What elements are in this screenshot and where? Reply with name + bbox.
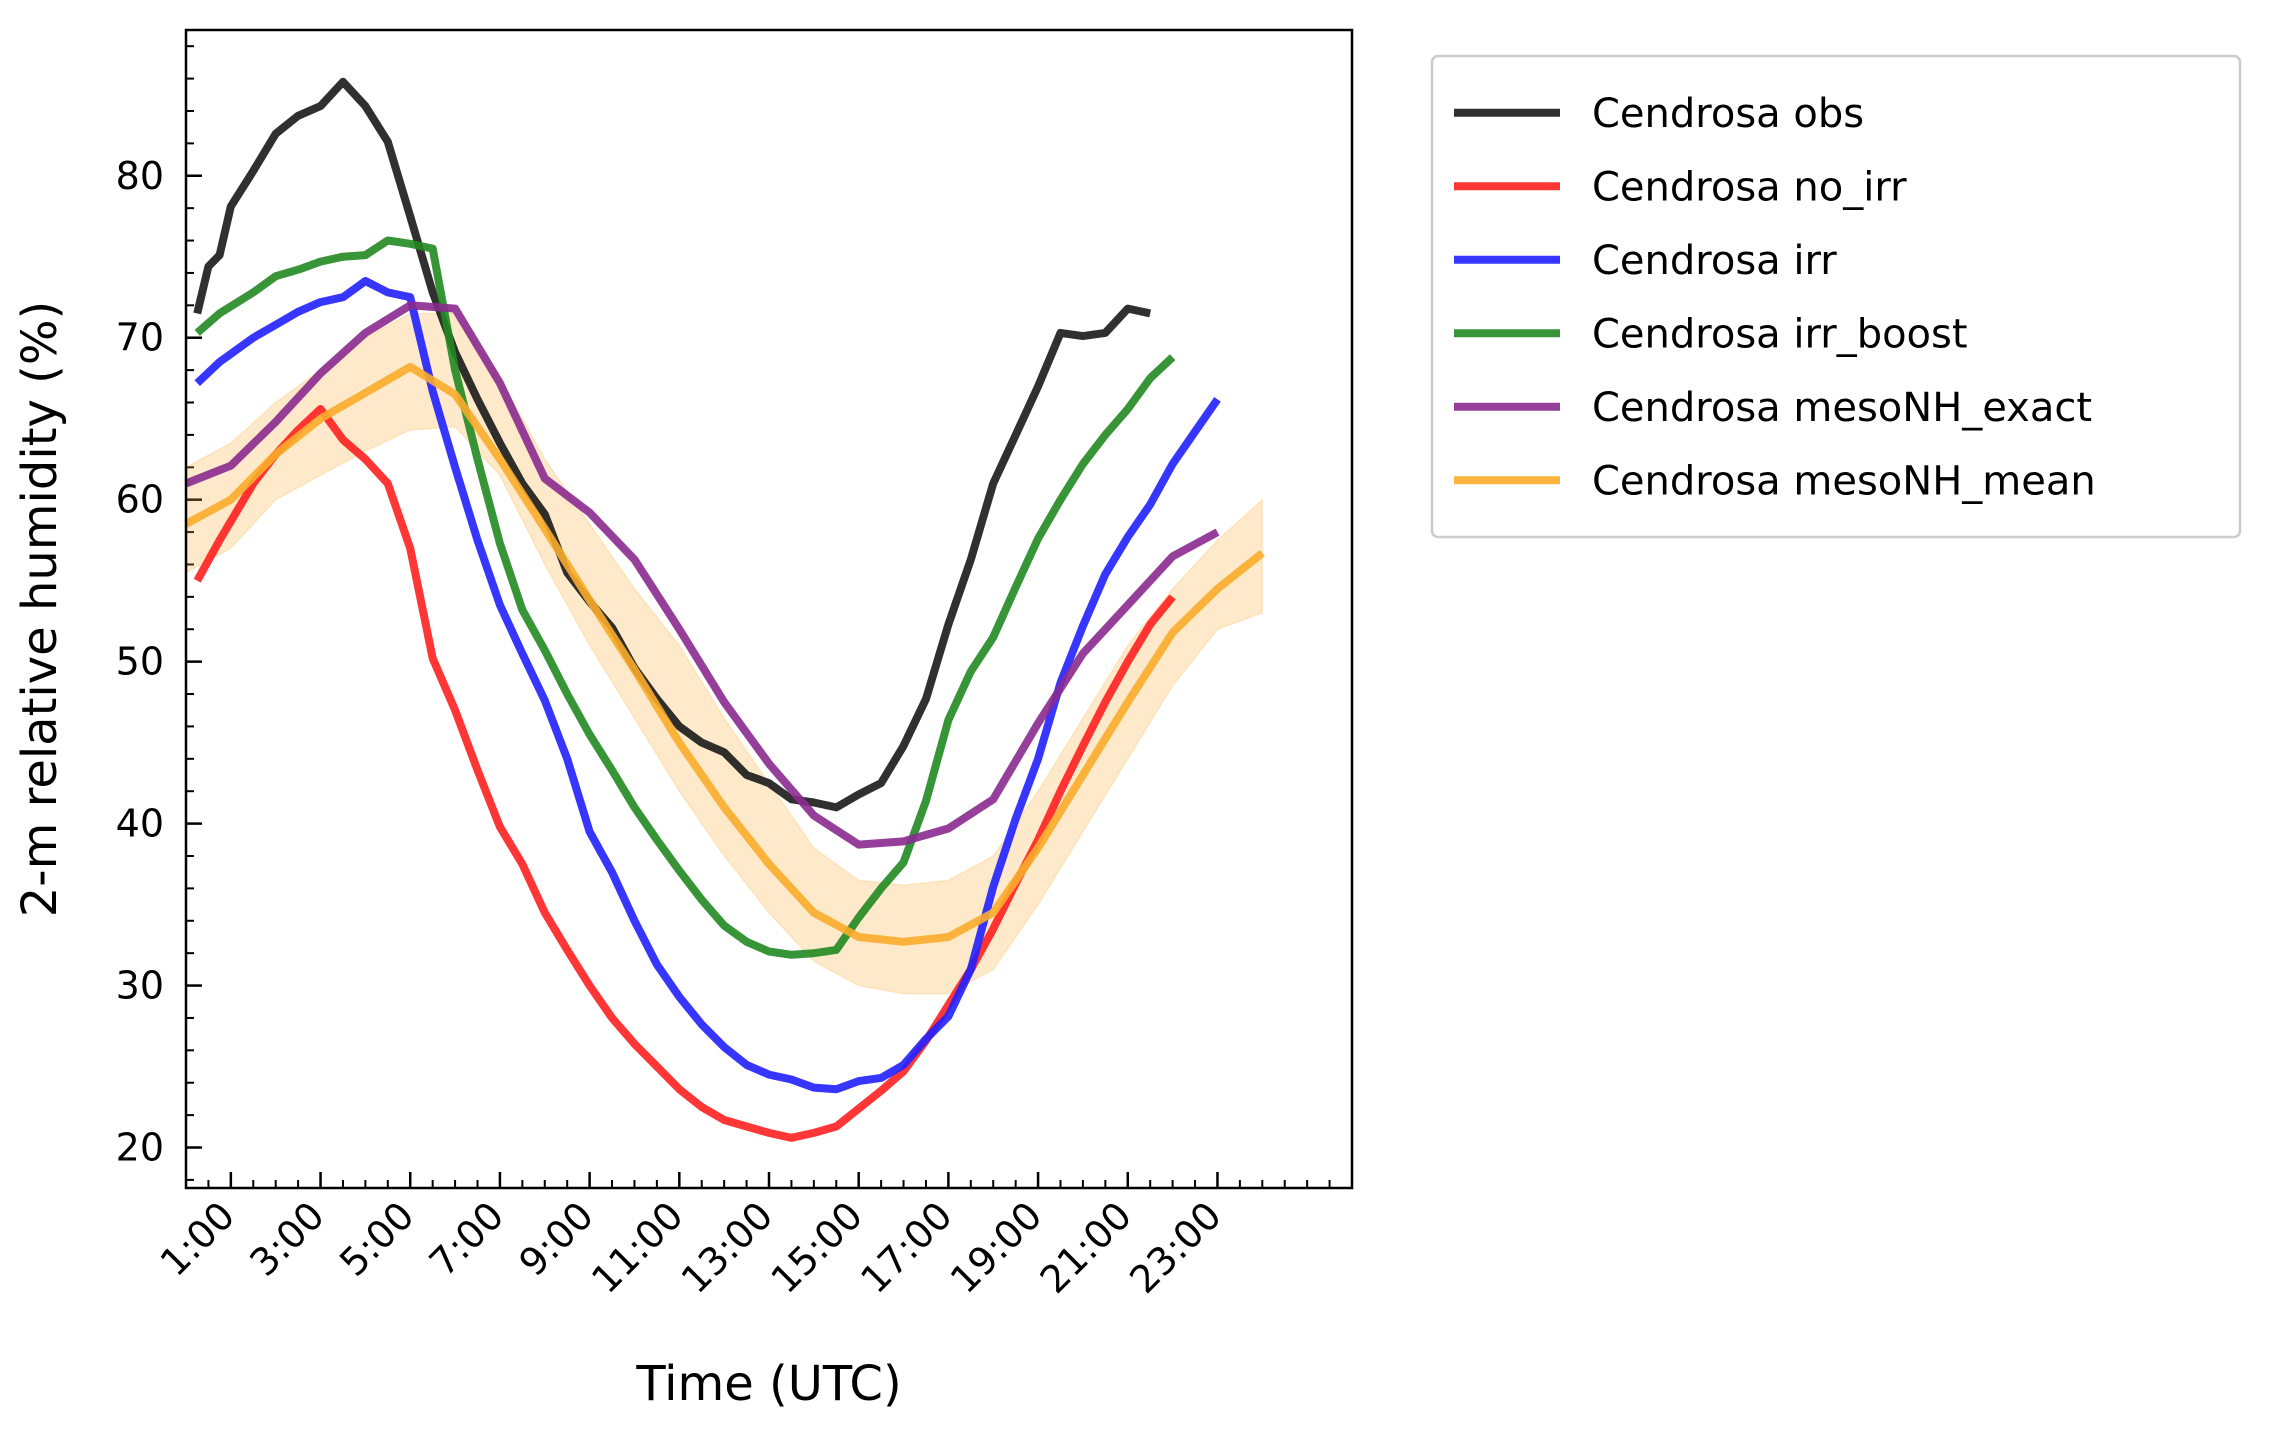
legend-label: Cendrosa mesoNH_mean: [1592, 458, 2096, 504]
x-axis-label: Time (UTC): [635, 1356, 901, 1412]
legend: Cendrosa obs Cendrosa no_irr Cendrosa irr C…: [1430, 54, 2242, 539]
x-tick-label: 5:00: [331, 1193, 422, 1284]
legend-label: Cendrosa irr: [1592, 238, 1837, 284]
x-tick-label: 13:00: [673, 1193, 782, 1302]
series-line-4: [194, 236, 1176, 959]
x-tick-label: 11:00: [583, 1193, 692, 1302]
series-lines: [184, 77, 1265, 1142]
legend-label: Cendrosa obs: [1592, 91, 1864, 137]
y-tick-label: 50: [116, 640, 164, 684]
x-tick-label: 23:00: [1121, 1193, 1230, 1302]
y-tick-label: 20: [116, 1126, 164, 1170]
series-line-3: [194, 277, 1221, 1094]
x-tick-label: 15:00: [763, 1193, 872, 1302]
y-tick-label: 40: [116, 802, 164, 846]
confidence-bands: [185, 312, 1264, 995]
legend-box: [1430, 54, 2242, 539]
x-tick-label: 17:00: [852, 1193, 961, 1302]
band-mesoNH-mean: [185, 312, 1264, 995]
series-line-6: [184, 362, 1265, 946]
y-tick-label: 30: [116, 964, 164, 1008]
legend-label: Cendrosa mesoNH_exact: [1592, 385, 2092, 431]
x-tick-label: 7:00: [421, 1193, 512, 1284]
y-tick-label: 80: [116, 154, 164, 198]
legend-label: Cendrosa no_irr: [1592, 164, 1907, 210]
y-tick-label: 60: [116, 478, 164, 522]
legend-items: Cendrosa obs Cendrosa no_irr Cendrosa irr C…: [1454, 91, 2096, 504]
plot-frame: [184, 28, 1354, 1190]
y-tick-label: 70: [116, 316, 164, 360]
legend-label: Cendrosa irr_boost: [1592, 311, 1968, 357]
x-tick-label: 1:00: [152, 1193, 243, 1284]
y-axis-label: 2-m relative humidity (%): [12, 301, 68, 917]
x-tick-label: 3:00: [241, 1193, 332, 1284]
x-tick-label: 21:00: [1032, 1193, 1141, 1302]
x-tick-label: 19:00: [942, 1193, 1051, 1302]
series-line-5: [184, 301, 1220, 849]
